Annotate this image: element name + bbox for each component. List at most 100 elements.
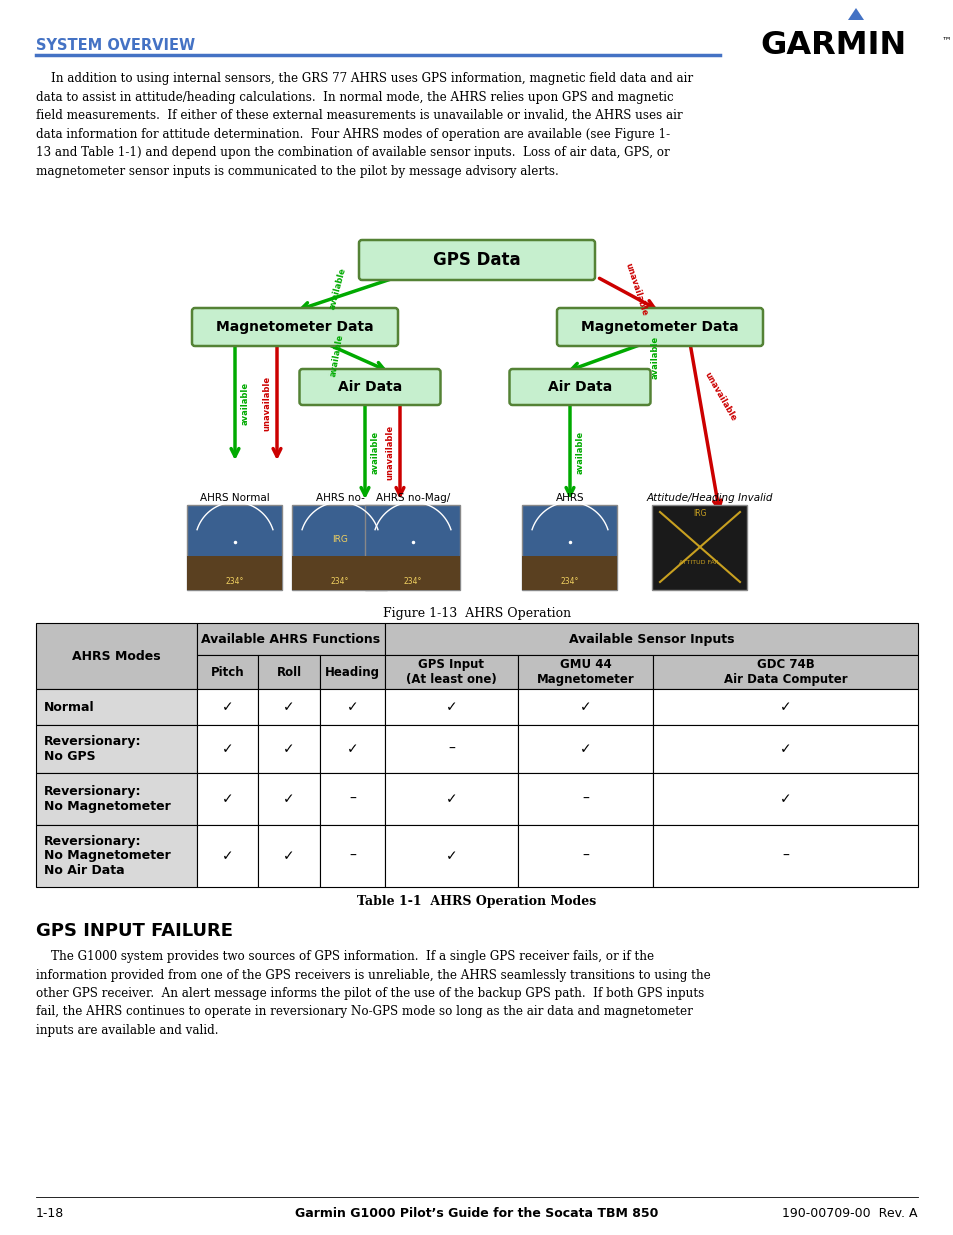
- Text: IRG: IRG: [693, 509, 706, 517]
- Bar: [365, 505, 460, 589]
- Text: unavailable: unavailable: [262, 375, 272, 431]
- Text: ✓: ✓: [779, 742, 790, 756]
- Text: Heading: Heading: [325, 666, 379, 678]
- Text: GARMIN: GARMIN: [760, 30, 905, 61]
- Text: unavailable: unavailable: [385, 425, 395, 479]
- Bar: [522, 505, 617, 589]
- Text: ✓: ✓: [221, 700, 233, 714]
- Bar: [385, 655, 517, 689]
- Text: Magnetometer Data: Magnetometer Data: [580, 320, 738, 333]
- Text: Attitude/Heading Invalid: Attitude/Heading Invalid: [646, 493, 773, 503]
- Text: 234°: 234°: [560, 577, 578, 585]
- FancyBboxPatch shape: [557, 308, 762, 346]
- Text: ✓: ✓: [445, 848, 456, 863]
- Text: ✓: ✓: [221, 848, 233, 863]
- Bar: [196, 773, 257, 825]
- Text: ✓: ✓: [579, 700, 591, 714]
- Text: ✓: ✓: [283, 792, 294, 806]
- Bar: [652, 655, 917, 689]
- Text: ✓: ✓: [283, 848, 294, 863]
- Bar: [652, 725, 917, 773]
- Text: ✓: ✓: [779, 700, 790, 714]
- Text: GPS INPUT FAILURE: GPS INPUT FAILURE: [36, 923, 233, 940]
- Text: 234°: 234°: [226, 577, 244, 585]
- Text: Magnetometer Data: Magnetometer Data: [216, 320, 374, 333]
- Bar: [365, 556, 460, 589]
- FancyBboxPatch shape: [509, 369, 650, 405]
- Bar: [385, 773, 517, 825]
- Text: –: –: [581, 848, 588, 863]
- Text: In addition to using internal sensors, the GRS 77 AHRS uses GPS information, mag: In addition to using internal sensors, t…: [36, 72, 693, 178]
- Text: Pitch: Pitch: [211, 666, 244, 678]
- Text: ATTITUD FAIL: ATTITUD FAIL: [679, 559, 720, 564]
- Text: AHRS
no-GPS
Mode: AHRS no-GPS Mode: [550, 493, 589, 527]
- Text: SYSTEM OVERVIEW: SYSTEM OVERVIEW: [36, 38, 195, 53]
- Text: available: available: [370, 431, 379, 473]
- Text: Available Sensor Inputs: Available Sensor Inputs: [568, 632, 734, 646]
- Text: ✓: ✓: [579, 742, 591, 756]
- FancyBboxPatch shape: [192, 308, 397, 346]
- Text: 1-18: 1-18: [36, 1207, 64, 1220]
- Text: available: available: [575, 431, 584, 473]
- Bar: [196, 725, 257, 773]
- Bar: [196, 825, 257, 887]
- Bar: [385, 622, 917, 655]
- Text: GMU 44
Magnetometer: GMU 44 Magnetometer: [536, 658, 634, 685]
- Bar: [36, 825, 196, 887]
- Text: ✓: ✓: [346, 742, 358, 756]
- Bar: [319, 655, 385, 689]
- Text: AHRS Normal
Operation: AHRS Normal Operation: [200, 493, 270, 515]
- Bar: [385, 825, 517, 887]
- Bar: [36, 773, 196, 825]
- Text: ✓: ✓: [221, 792, 233, 806]
- Text: Air Data: Air Data: [337, 380, 402, 394]
- Bar: [522, 556, 617, 589]
- Text: Reversionary:
No Magnetometer: Reversionary: No Magnetometer: [44, 785, 171, 813]
- Text: GDC 74B
Air Data Computer: GDC 74B Air Data Computer: [723, 658, 846, 685]
- Text: ✓: ✓: [445, 700, 456, 714]
- Bar: [319, 825, 385, 887]
- Text: GPS Data: GPS Data: [433, 251, 520, 269]
- Bar: [517, 773, 652, 825]
- Bar: [319, 725, 385, 773]
- Bar: [293, 556, 387, 589]
- Text: –: –: [349, 848, 355, 863]
- Text: unavailable: unavailable: [701, 370, 737, 424]
- Text: available: available: [329, 333, 345, 378]
- Bar: [257, 655, 319, 689]
- Bar: [196, 655, 257, 689]
- Text: ™: ™: [941, 35, 951, 44]
- Text: ✓: ✓: [445, 792, 456, 806]
- Bar: [293, 505, 387, 589]
- Text: Table 1-1  AHRS Operation Modes: Table 1-1 AHRS Operation Modes: [357, 895, 596, 908]
- Bar: [652, 689, 917, 725]
- Text: AHRS no-
Mag Mode: AHRS no- Mag Mode: [313, 493, 366, 515]
- Text: –: –: [448, 742, 455, 756]
- Bar: [517, 655, 652, 689]
- Text: Reversionary:
No GPS: Reversionary: No GPS: [44, 735, 141, 763]
- Text: Air Data: Air Data: [547, 380, 612, 394]
- Text: Available AHRS Functions: Available AHRS Functions: [201, 632, 380, 646]
- Bar: [257, 825, 319, 887]
- Bar: [652, 505, 747, 589]
- Text: ✓: ✓: [779, 792, 790, 806]
- FancyBboxPatch shape: [299, 369, 440, 405]
- Bar: [652, 773, 917, 825]
- Text: IRG: IRG: [332, 535, 348, 543]
- Text: –: –: [781, 848, 788, 863]
- Text: –: –: [349, 792, 355, 806]
- Text: Normal: Normal: [44, 700, 94, 714]
- Text: 190-00709-00  Rev. A: 190-00709-00 Rev. A: [781, 1207, 917, 1220]
- Text: AHRS Modes: AHRS Modes: [72, 650, 161, 662]
- Text: GPS Input
(At least one): GPS Input (At least one): [406, 658, 497, 685]
- Bar: [319, 773, 385, 825]
- Bar: [517, 825, 652, 887]
- Text: AHRS no-Mag/
no-Air Mode: AHRS no-Mag/ no-Air Mode: [375, 493, 450, 515]
- Text: unavailable: unavailable: [623, 262, 649, 316]
- Bar: [188, 505, 282, 589]
- Text: ✓: ✓: [283, 700, 294, 714]
- Text: available: available: [328, 267, 348, 311]
- Text: available: available: [240, 382, 250, 425]
- Text: Roll: Roll: [276, 666, 301, 678]
- Text: Garmin G1000 Pilot’s Guide for the Socata TBM 850: Garmin G1000 Pilot’s Guide for the Socat…: [295, 1207, 658, 1220]
